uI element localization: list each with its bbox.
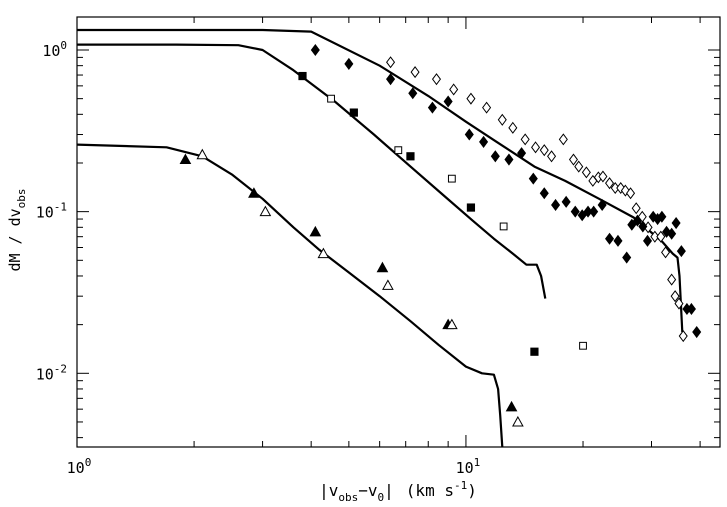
open-square-point (394, 146, 403, 155)
filled-diamond-point (570, 205, 580, 218)
filled-square-point (530, 347, 539, 356)
open-diamond-point (598, 170, 608, 183)
filled-diamond-point (642, 234, 653, 247)
filled-diamond-point (344, 57, 354, 70)
open-triangle-point (317, 247, 330, 259)
filled-diamond-point (627, 218, 637, 231)
open-diamond-point (449, 83, 459, 96)
model-curves (76, 28, 684, 448)
filled-diamond-point (310, 43, 320, 57)
open-diamond-point (508, 121, 518, 134)
tick-labels: 100 101 100 10-1 10-2 (36, 39, 481, 477)
data-points (179, 43, 702, 427)
y-tick-label: 10-1 (36, 201, 67, 222)
filled-triangle-point (179, 153, 192, 165)
filled-square-point (406, 152, 415, 161)
filled-diamond-point (632, 214, 642, 227)
open-diamond-point (531, 141, 541, 154)
axis-ticks (76, 17, 720, 447)
open-diamond-point (656, 230, 666, 243)
model-curve (77, 43, 547, 299)
filled-diamond-point (657, 210, 667, 223)
open-diamond-point (661, 246, 671, 259)
open-square-point (499, 222, 508, 231)
open-diamond-point (547, 150, 557, 163)
open-square-point (327, 94, 335, 103)
open-triangle-point (382, 279, 394, 290)
filled-diamond-point (589, 205, 599, 218)
filled-diamond-point (671, 217, 681, 230)
filled-square-point (298, 71, 307, 81)
filled-diamond-point (504, 153, 514, 166)
open-diamond-point (674, 297, 684, 310)
x-tick-label: 101 (456, 456, 481, 477)
open-diamond-point (539, 144, 549, 157)
y-tick-label: 10-2 (36, 362, 67, 383)
filled-square-point (466, 203, 476, 212)
filled-triangle-point (505, 400, 518, 412)
filled-diamond-point (551, 198, 561, 211)
open-triangle-point (196, 148, 209, 160)
filled-diamond-point (676, 245, 686, 258)
filled-diamond-point (613, 234, 623, 247)
filled-diamond-point (443, 95, 453, 108)
open-diamond-point (605, 177, 615, 190)
open-diamond-point (466, 92, 476, 105)
y-tick-label: 100 (42, 39, 67, 60)
open-diamond-point (386, 56, 396, 69)
model-curve (76, 143, 504, 448)
open-diamond-point (626, 187, 636, 200)
open-diamond-point (670, 290, 680, 303)
filled-diamond-point (561, 195, 571, 208)
filled-triangle-point (248, 187, 260, 198)
x-axis-label: |vobs−v0| (km s-1) (319, 479, 477, 504)
open-diamond-point (667, 273, 677, 286)
plot-frame (76, 16, 721, 448)
open-diamond-point (558, 133, 568, 146)
open-diamond-point (410, 66, 420, 79)
filled-triangle-point (309, 225, 322, 237)
filled-diamond-point (539, 187, 549, 200)
filled-square-point (349, 108, 358, 117)
filled-diamond-point (638, 220, 648, 233)
filled-diamond-point (597, 198, 607, 211)
open-diamond-point (520, 133, 530, 146)
open-diamond-point (574, 160, 584, 173)
filled-diamond-point (667, 227, 677, 240)
open-triangle-point (512, 415, 524, 427)
open-triangle-point (446, 318, 458, 330)
open-square-point (447, 174, 456, 183)
open-triangle-point (259, 205, 272, 217)
open-square-point (579, 341, 587, 350)
open-diamond-point (581, 166, 591, 179)
y-axis-label: dM / dvobs (6, 188, 28, 271)
filled-diamond-point (528, 172, 538, 185)
filled-diamond-point (577, 209, 587, 222)
open-diamond-point (431, 73, 442, 86)
model-curve (77, 28, 684, 333)
filled-triangle-point (376, 261, 389, 273)
filled-diamond-point (517, 147, 527, 160)
filled-diamond-point (464, 128, 474, 141)
open-diamond-point (650, 230, 660, 243)
filled-diamond-point (605, 232, 615, 245)
open-diamond-point (678, 330, 688, 343)
open-diamond-point (568, 153, 578, 166)
filled-diamond-point (622, 251, 632, 264)
filled-diamond-point (686, 302, 696, 316)
filled-diamond-point (490, 150, 500, 163)
filled-diamond-point (692, 325, 702, 339)
filled-diamond-point (408, 87, 418, 100)
open-diamond-point (497, 113, 507, 126)
filled-diamond-point (386, 73, 396, 86)
filled-diamond-point (479, 135, 489, 148)
x-tick-label: 100 (67, 456, 92, 477)
open-diamond-point (631, 202, 641, 215)
open-diamond-point (482, 101, 492, 114)
filled-diamond-point (427, 101, 437, 114)
